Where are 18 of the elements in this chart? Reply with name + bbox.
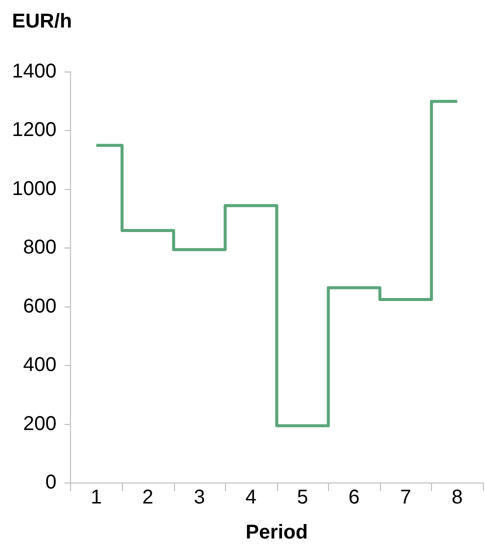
y-tick-label: 0	[45, 472, 56, 494]
y-axis-title: EUR/h	[12, 10, 72, 33]
x-tick-label: 8	[452, 486, 463, 509]
y-tick-label: 600	[23, 295, 56, 318]
x-tick-label: 5	[296, 486, 308, 509]
x-tick-label: 2	[142, 486, 154, 509]
x-tick-label: 4	[245, 486, 257, 509]
y-tick-label: 1400	[12, 60, 56, 83]
y-tick-label: 800	[23, 236, 56, 259]
x-tick-label: 7	[400, 486, 412, 509]
y-tick-label: 200	[23, 412, 56, 435]
x-tick-label: 1	[90, 486, 102, 509]
y-tick-label: 1200	[12, 119, 56, 142]
y-tick-label: 400	[23, 354, 56, 376]
x-tick-label: 3	[194, 486, 205, 509]
x-tick-label: 6	[348, 486, 360, 509]
x-axis-title: Period	[246, 522, 308, 544]
y-tick-label: 1000	[12, 178, 56, 200]
